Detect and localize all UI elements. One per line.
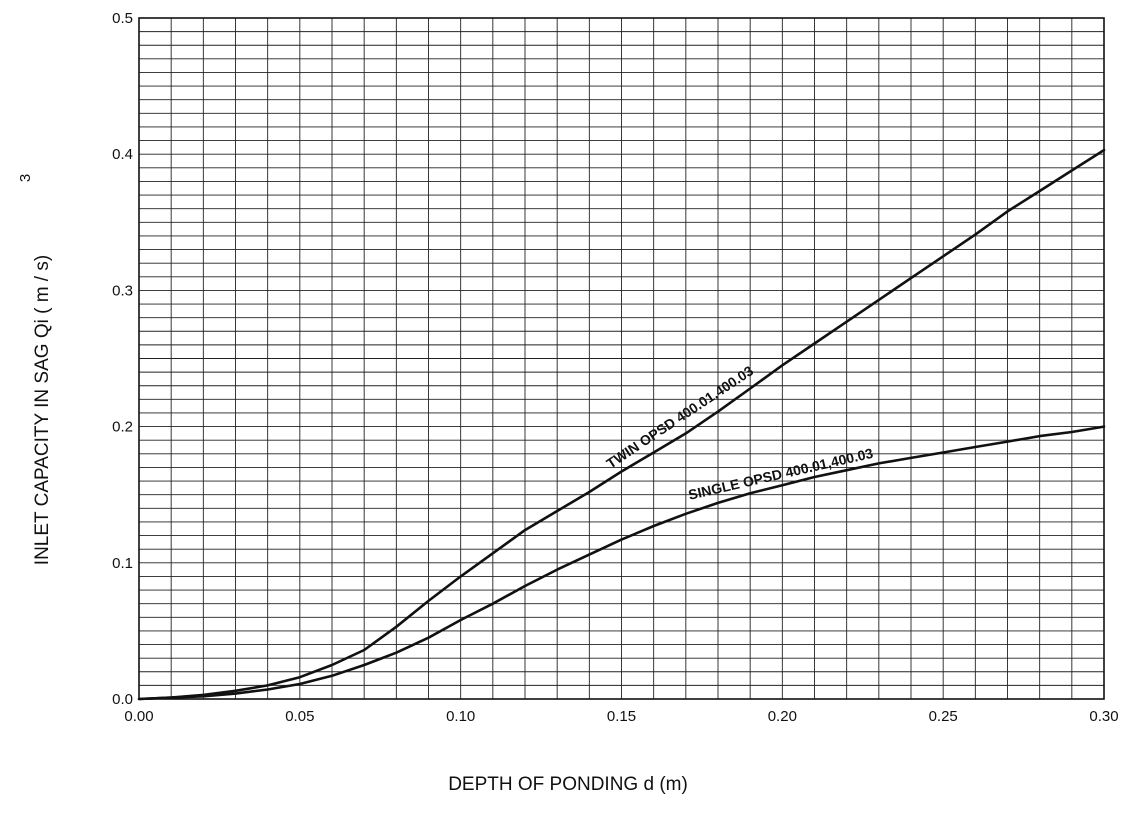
- single-curve-line: [137, 425, 1106, 701]
- tick-labels: 0.00 0.05 0.10 0.15 0.20 0.25 0.30 0.0 0.1 0.2 0.3…: [112, 10, 1118, 725]
- y-axis-label: INLET CAPACITY IN SAG Qi ( m / s): [32, 255, 53, 565]
- y-axis-unit-superscript: 3: [17, 174, 34, 182]
- x-tick-label: 0.00: [124, 708, 153, 725]
- y-tick-label: 0.1: [112, 555, 133, 572]
- x-tick-label: 0.15: [607, 708, 636, 725]
- x-tick-label: 0.20: [768, 708, 797, 725]
- grid: [139, 18, 1104, 699]
- y-tick-label: 0.0: [112, 691, 133, 708]
- x-axis-label: DEPTH OF PONDING d (m): [448, 774, 688, 795]
- x-tick-label: 0.10: [446, 708, 475, 725]
- y-tick-label: 0.2: [112, 419, 133, 436]
- y-tick-label: 0.4: [112, 146, 133, 163]
- curves: [137, 148, 1106, 701]
- y-tick-label: 0.3: [112, 282, 133, 299]
- x-tick-label: 0.30: [1089, 708, 1118, 725]
- x-tick-label: 0.25: [929, 708, 958, 725]
- y-tick-label: 0.5: [112, 10, 133, 27]
- plot-frame: [138, 17, 1105, 700]
- twin-curve-line: [137, 148, 1106, 701]
- twin-curve-label: TWIN OPSD 400.01,400.03: [603, 362, 756, 471]
- x-tick-label: 0.05: [285, 708, 314, 725]
